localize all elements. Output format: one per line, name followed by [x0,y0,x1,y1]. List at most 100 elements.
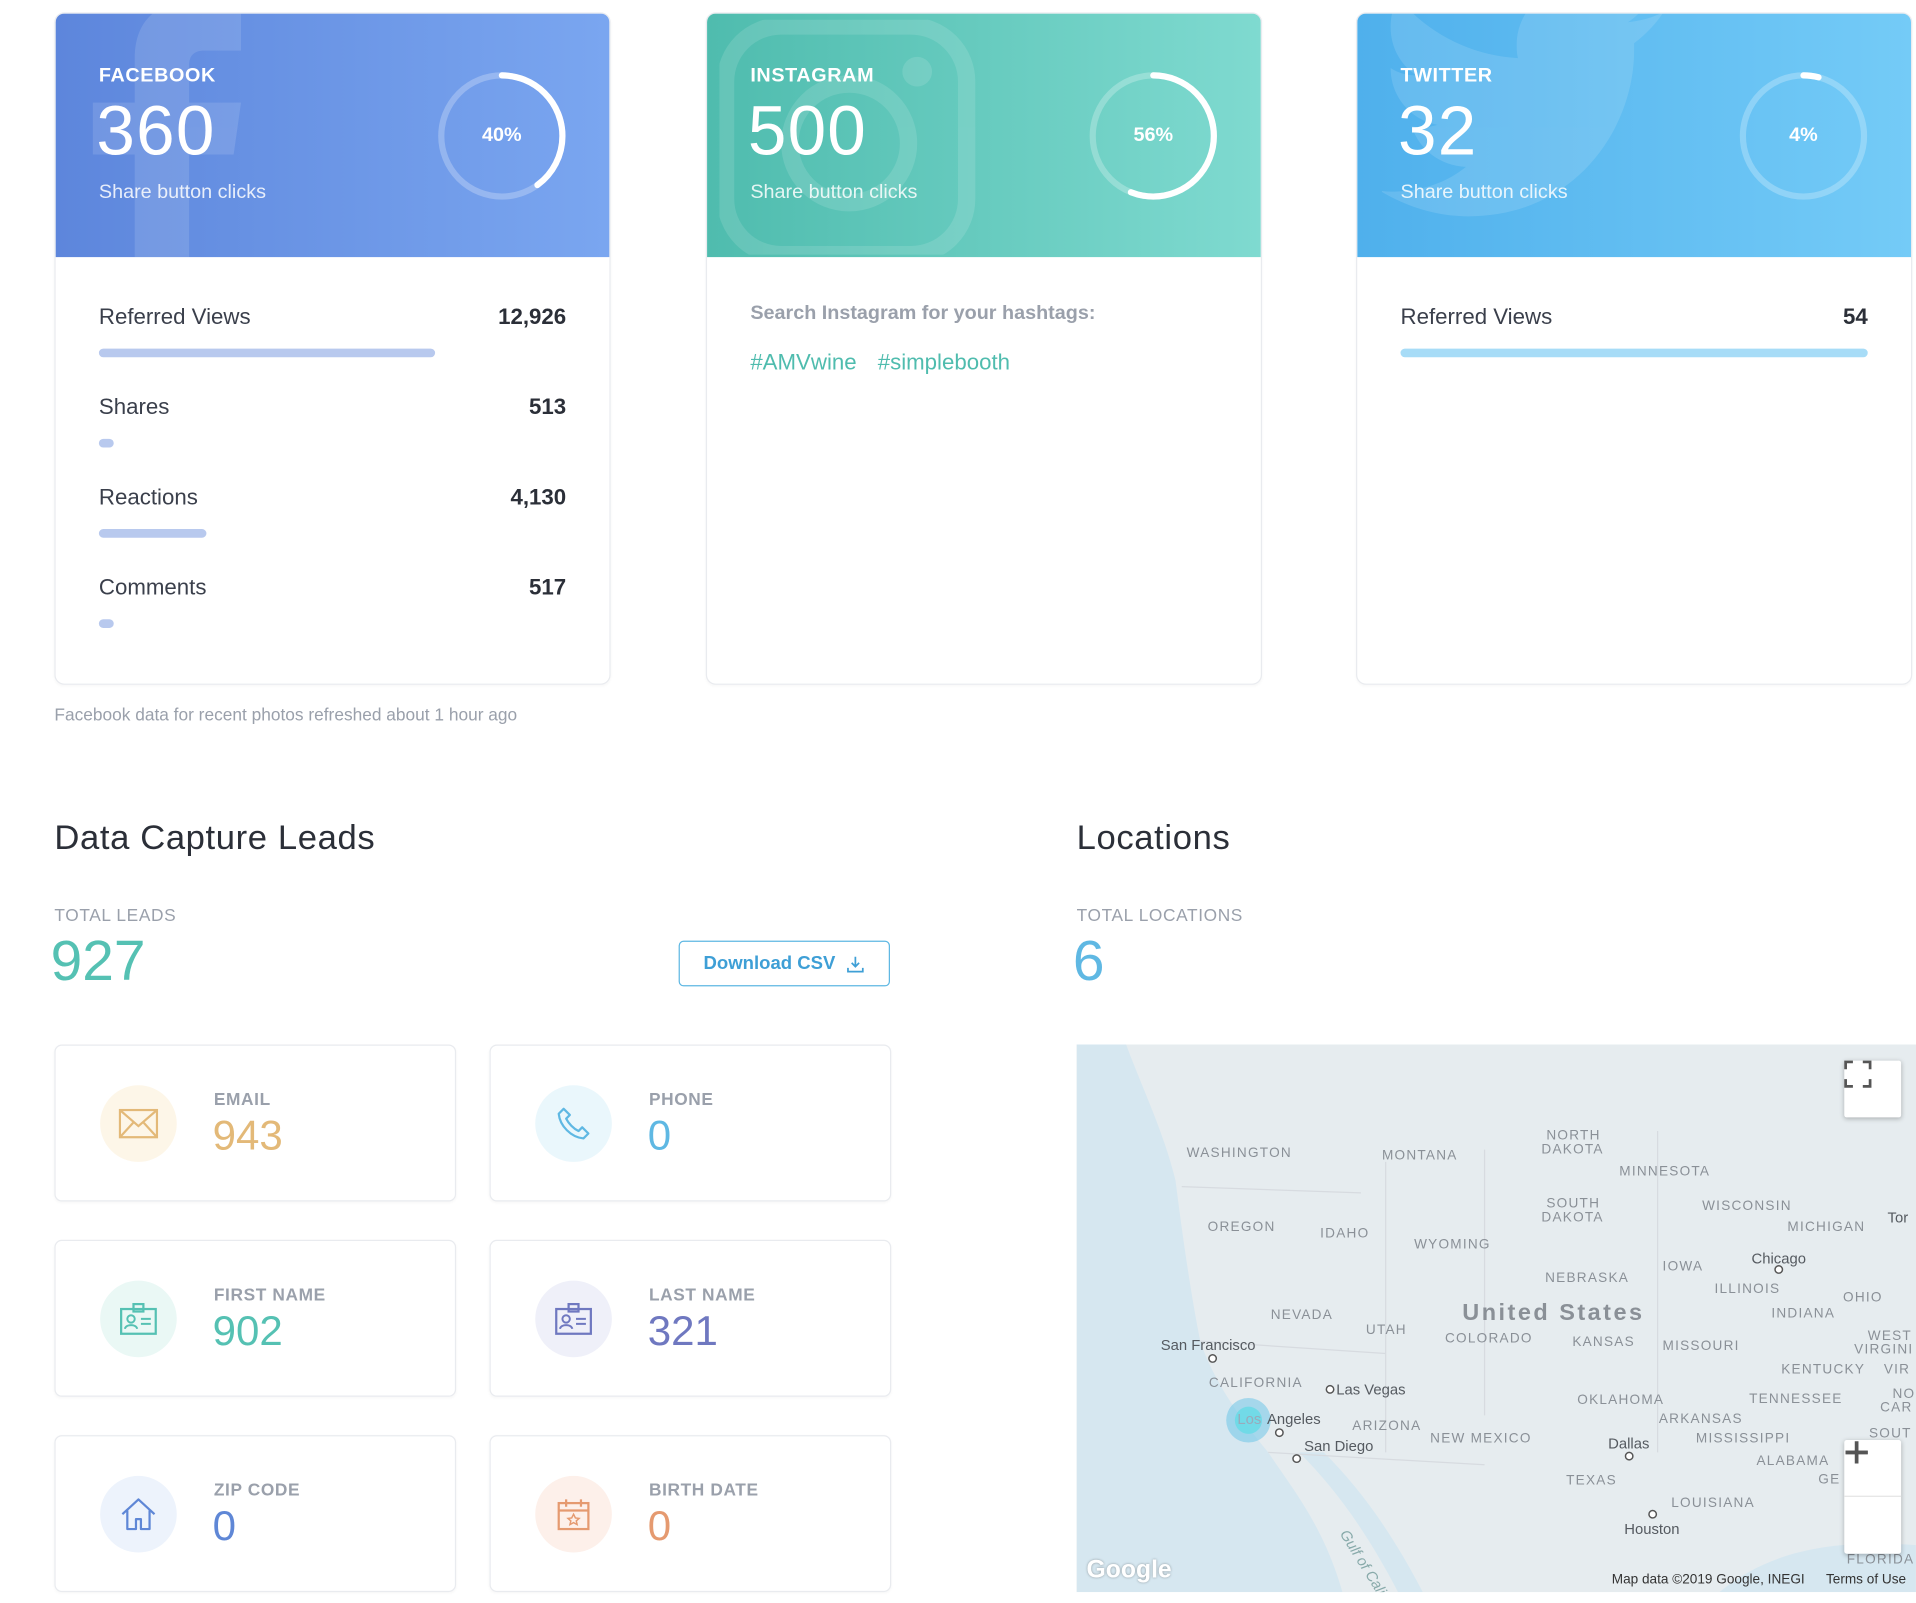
hashtag-link[interactable]: #AMVwine [750,349,857,375]
locations-section-title: Locations [1076,818,1231,857]
share-click-label: Share button clicks [1400,181,1568,203]
lead-card-birth-date: BIRTH DATE 0 [489,1435,892,1593]
lead-label: FIRST NAME [213,1284,326,1305]
percent-label: 4% [1789,124,1818,146]
lead-label: LAST NAME [648,1284,756,1305]
id-card-icon [120,1302,157,1335]
lead-card-phone: PHONE 0 [489,1044,892,1202]
metric-value: 54 [1842,304,1868,329]
metric-value: 4,130 [510,484,567,510]
percent-label: 40% [482,124,522,146]
metric-bar [98,529,207,538]
facebook-card: FACEBOOK 360 Share button clicks 40% Ref… [54,12,611,685]
city-label: Dallas [1608,1435,1650,1453]
state-label: CAR [1880,1400,1913,1416]
city-label: Los [1237,1410,1262,1428]
lead-icon-wrap [535,1280,612,1358]
zoom-out-button[interactable] [1844,1450,1901,1554]
hashtag-link[interactable]: #simplebooth [877,349,1011,375]
lead-card-email: EMAIL 943 [54,1044,457,1202]
metric-bar [98,438,114,448]
phone-icon [557,1107,590,1140]
instagram-card-header: INSTAGRAM 500 Share button clicks 56% [707,13,1261,258]
state-label: UTAH [1365,1322,1407,1338]
share-click-count: 32 [1398,91,1478,170]
total-leads-value: 927 [50,928,146,993]
state-label: SOUT [1868,1426,1912,1442]
metric-row: Shares 513 [98,394,566,484]
metric-value: 517 [528,574,567,600]
percent-label: 56% [1133,124,1174,146]
state-label: NO [1892,1386,1916,1402]
locations-map[interactable]: WASHINGTON MONTANA NORTH DAKOTA MINNESOT… [1076,1044,1916,1593]
fullscreen-button[interactable] [1844,1060,1902,1118]
state-label: TEXAS [1566,1473,1617,1489]
metric-label: Shares [98,394,170,420]
state-label: FLORIDA [1846,1552,1915,1568]
download-icon [846,956,864,972]
state-label: WYOMING [1414,1237,1491,1253]
network-label: FACEBOOK [98,65,216,87]
state-label: INDIANA [1771,1306,1836,1322]
download-csv-button[interactable]: Download CSV [678,940,890,987]
state-label: IOWA [1662,1259,1704,1275]
twitter-metrics: Referred Views 54 [1400,304,1868,394]
facebook-refresh-note: Facebook data for recent photos refreshe… [54,704,518,725]
city-label: San Diego [1304,1437,1374,1455]
share-click-label: Share button clicks [98,181,266,203]
state-label: KENTUCKY [1781,1362,1866,1378]
share-click-count: 500 [747,91,868,170]
total-locations-value: 6 [1072,928,1105,993]
lead-card-zip-code: ZIP CODE 0 [54,1435,457,1593]
state-label: MICHIGAN [1787,1220,1866,1235]
lead-label: BIRTH DATE [648,1479,759,1500]
share-click-count: 360 [96,91,216,170]
lead-icon-wrap [100,1280,177,1358]
state-label: TENNESSEE [1749,1391,1843,1407]
twitter-card: TWITTER 32 Share button clicks 4% Referr… [1356,12,1913,685]
state-label: DAKOTA [1541,1142,1604,1157]
lead-label: EMAIL [213,1089,271,1109]
state-label: CALIFORNIA [1208,1375,1303,1391]
total-locations-label: TOTAL LOCATIONS [1076,904,1243,925]
country-label: United States [1462,1300,1645,1327]
lead-value: 943 [212,1112,283,1160]
twitter-card-header: TWITTER 32 Share button clicks 4% [1357,13,1912,258]
lead-value: 0 [647,1503,672,1551]
state-label: OKLAHOMA [1577,1393,1665,1408]
calendar-icon [557,1499,590,1531]
state-label: SOUTH [1546,1196,1601,1212]
state-label: NORTH [1546,1128,1601,1144]
instagram-card: INSTAGRAM 500 Share button clicks 56% Se… [705,12,1263,685]
state-label: WEST [1867,1328,1912,1344]
metric-label: Referred Views [98,304,251,329]
leads-section-title: Data Capture Leads [54,818,376,857]
lead-card-first-name: FIRST NAME 902 [54,1239,457,1397]
lead-icon-wrap [100,1085,177,1162]
network-label: TWITTER [1400,65,1493,87]
zoom-controls [1844,1440,1902,1554]
house-icon [121,1498,156,1531]
metric-row: Referred Views 12,926 [98,304,566,394]
google-logo: Google [1086,1556,1172,1584]
total-leads-label: TOTAL LEADS [54,904,177,925]
state-label: NEW MEXICO [1430,1431,1532,1447]
lead-icon-wrap [535,1475,612,1553]
state-label: WISCONSIN [1702,1199,1792,1214]
state-label: MISSISSIPPI [1695,1431,1791,1447]
lead-value: 902 [212,1307,283,1355]
lead-icon-wrap [100,1475,177,1553]
terms-of-use-link[interactable]: Terms of Use [1825,1572,1907,1588]
metric-row: Referred Views 54 [1400,304,1868,394]
metric-row: Reactions 4,130 [98,484,567,575]
state-label: NEVADA [1270,1307,1334,1323]
map-attribution: Map data ©2019 Google, INEGI [1611,1572,1805,1588]
lead-card-last-name: LAST NAME 321 [489,1239,892,1397]
metric-label: Referred Views [1400,304,1553,329]
fullscreen-icon [1844,1060,1872,1088]
state-label: ARIZONA [1352,1419,1422,1434]
hashtag-list: #AMVwine #simplebooth [750,350,1025,376]
state-label: OHIO [1843,1290,1883,1306]
state-label: COLORADO [1445,1331,1533,1347]
facebook-logo-icon [92,13,242,258]
